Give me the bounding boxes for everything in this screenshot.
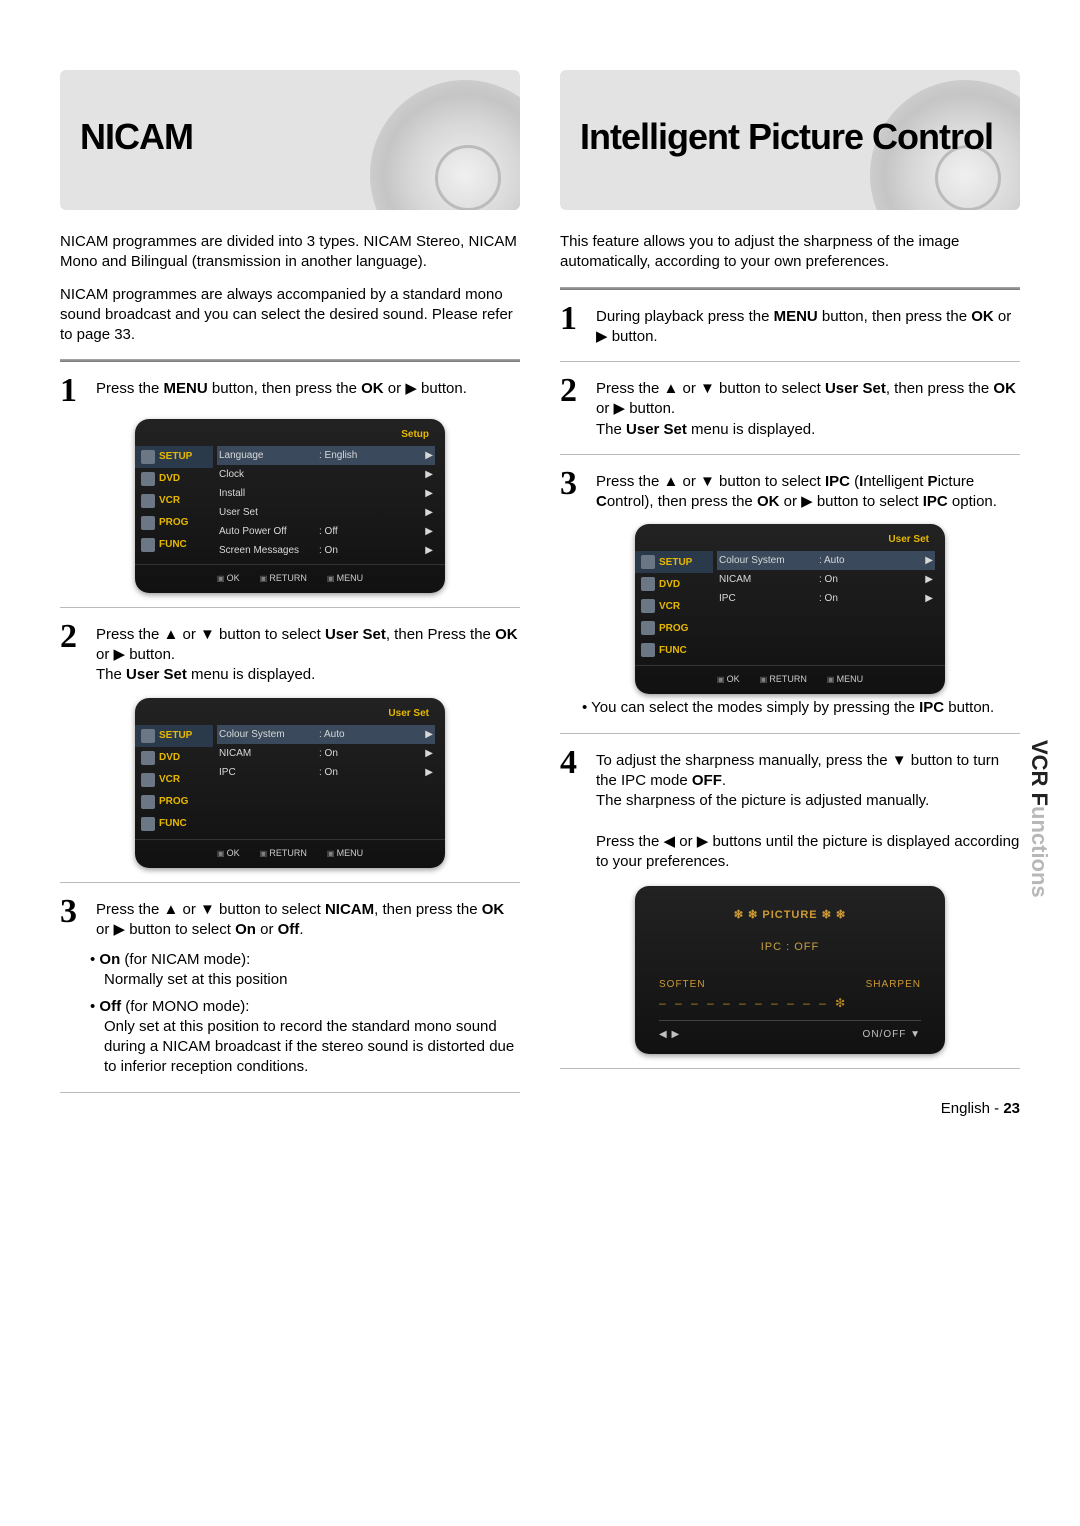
bullet-on-sub: Normally set at this position	[90, 970, 520, 990]
left-column: NICAM NICAM programmes are divided into …	[60, 70, 520, 1107]
sharpness-slider: – – – – – – – – – – – ❇	[659, 996, 921, 1010]
vcr-icon	[141, 773, 155, 787]
osd-setup-menu: Setup SETUP DVD VCR PROG FUNC Language: …	[135, 419, 445, 593]
left-step-3: 3 Press the ▲ or ▼ button to select NICA…	[60, 897, 520, 941]
disc-icon	[370, 80, 520, 210]
right-step-1: 1 During playback press the MENU button,…	[560, 304, 1020, 348]
gear-icon	[141, 450, 155, 464]
divider	[60, 882, 520, 883]
left-step-2: 2 Press the ▲ or ▼ button to select User…	[60, 622, 520, 686]
nav-arrows: ◀ ▶	[659, 1029, 680, 1040]
osd-user-set-menu-right: User Set SETUP DVD VCR PROG FUNC Colour …	[635, 524, 945, 694]
func-icon	[641, 643, 655, 657]
osd-header: User Set	[135, 708, 445, 725]
right-step-4: 4 To adjust the sharpness manually, pres…	[560, 748, 1020, 873]
divider	[60, 359, 520, 362]
ipc-tip: You can select the modes simply by press…	[560, 698, 1020, 718]
prog-icon	[141, 516, 155, 530]
step-text: Press the ▲ or ▼ button to select NICAM,…	[96, 897, 520, 941]
page-columns: NICAM NICAM programmes are divided into …	[60, 70, 1020, 1107]
title-box-ipc: Intelligent Picture Control	[560, 70, 1020, 210]
right-column: Intelligent Picture Control This feature…	[560, 70, 1020, 1107]
bullet-off: Off (for MONO mode):Only set at this pos…	[90, 997, 520, 1078]
title-nicam: NICAM	[80, 118, 193, 156]
gear-icon	[141, 729, 155, 743]
prog-icon	[641, 621, 655, 635]
divider	[560, 1068, 1020, 1069]
picture-ipc: IPC : OFF	[659, 941, 921, 953]
tip-bullet: You can select the modes simply by press…	[582, 698, 1020, 718]
step-number: 3	[60, 897, 86, 941]
divider	[560, 454, 1020, 455]
divider	[60, 1092, 520, 1093]
nicam-intro-1: NICAM programmes are divided into 3 type…	[60, 232, 520, 273]
step-text: To adjust the sharpness manually, press …	[596, 748, 1020, 873]
vcr-icon	[641, 599, 655, 613]
title-box-nicam: NICAM	[60, 70, 520, 210]
picture-title: ❇ ❇ PICTURE ❇ ❇	[659, 908, 921, 921]
osd-main: Language: English▶ Clock▶ Install▶ User …	[213, 446, 445, 560]
func-icon	[141, 538, 155, 552]
sharpen-label: SHARPEN	[866, 979, 921, 990]
bullet-off-sub: Only set at this position to record the …	[90, 1017, 520, 1078]
title-ipc: Intelligent Picture Control	[580, 118, 993, 156]
gear-icon	[641, 555, 655, 569]
step-number: 2	[60, 622, 86, 686]
divider	[560, 287, 1020, 290]
step-number: 2	[560, 376, 586, 440]
step-text: Press the ▲ or ▼ button to select User S…	[596, 376, 1020, 440]
osd-header: User Set	[635, 534, 945, 551]
divider	[560, 361, 1020, 362]
func-icon	[141, 817, 155, 831]
step-text: During playback press the MENU button, t…	[596, 304, 1020, 348]
osd-picture: ❇ ❇ PICTURE ❇ ❇ IPC : OFF SOFTENSHARPEN …	[635, 886, 945, 1054]
dvd-icon	[641, 577, 655, 591]
bullet-on: On (for NICAM mode):Normally set at this…	[90, 950, 520, 991]
dvd-icon	[141, 751, 155, 765]
step-number: 1	[560, 304, 586, 348]
right-step-2: 2 Press the ▲ or ▼ button to select User…	[560, 376, 1020, 440]
osd-header: Setup	[135, 429, 445, 446]
step-text: Press the MENU button, then press the OK…	[96, 376, 467, 407]
nicam-bullets: On (for NICAM mode):Normally set at this…	[60, 950, 520, 1078]
divider	[560, 733, 1020, 734]
step-text: Press the ▲ or ▼ button to select User S…	[96, 622, 520, 686]
ipc-intro: This feature allows you to adjust the sh…	[560, 232, 1020, 273]
osd-side: SETUP DVD VCR PROG FUNC	[135, 446, 213, 560]
right-step-3: 3 Press the ▲ or ▼ button to select IPC …	[560, 469, 1020, 513]
step-number: 3	[560, 469, 586, 513]
left-step-1: 1 Press the MENU button, then press the …	[60, 376, 520, 407]
vcr-icon	[141, 494, 155, 508]
step-number: 1	[60, 376, 86, 407]
prog-icon	[141, 795, 155, 809]
divider	[60, 607, 520, 608]
dvd-icon	[141, 472, 155, 486]
nicam-intro-2: NICAM programmes are always accompanied …	[60, 285, 520, 346]
step-number: 4	[560, 748, 586, 873]
section-tab: VCR Functions	[1026, 740, 1052, 898]
page-footer: English - 23	[941, 1100, 1020, 1117]
soften-label: SOFTEN	[659, 979, 706, 990]
step-text: Press the ▲ or ▼ button to select IPC (I…	[596, 469, 1020, 513]
onoff-label: ON/OFF ▼	[863, 1029, 921, 1040]
osd-user-set-menu-left: User Set SETUP DVD VCR PROG FUNC Colour …	[135, 698, 445, 868]
